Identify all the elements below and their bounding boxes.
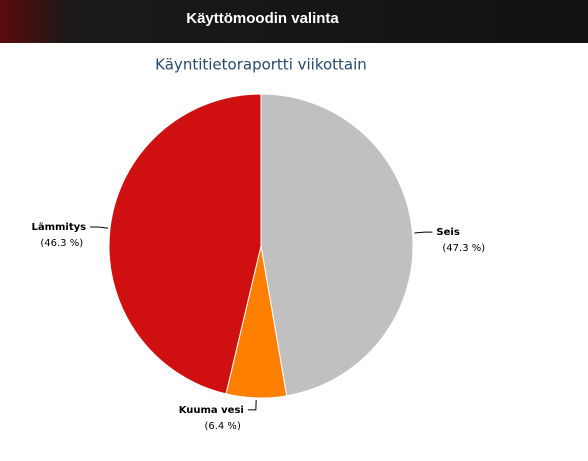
leader-line — [414, 231, 433, 234]
header-bar: Käyttömoodin valinta — [0, 0, 588, 43]
leader-line — [90, 226, 109, 229]
pie-slice — [260, 93, 414, 397]
slice-label: Seis — [436, 227, 459, 238]
leader-line — [247, 399, 257, 411]
chart: Käyntitietoraportti viikottain Seis (47.3… — [31, 56, 485, 432]
slice-label: Lämmitys — [31, 222, 86, 233]
slice-value-label: (47.3 %) — [442, 243, 485, 254]
slice-value-label: (46.3 %) — [40, 238, 83, 249]
chart-title: Käyntitietoraportti viikottain — [155, 56, 367, 74]
slice-value-label: (6.4 %) — [204, 421, 240, 432]
pie-slice — [108, 93, 262, 395]
slice-label: Kuuma vesi — [179, 405, 244, 416]
header-title: Käyttömoodin valinta — [186, 10, 339, 27]
